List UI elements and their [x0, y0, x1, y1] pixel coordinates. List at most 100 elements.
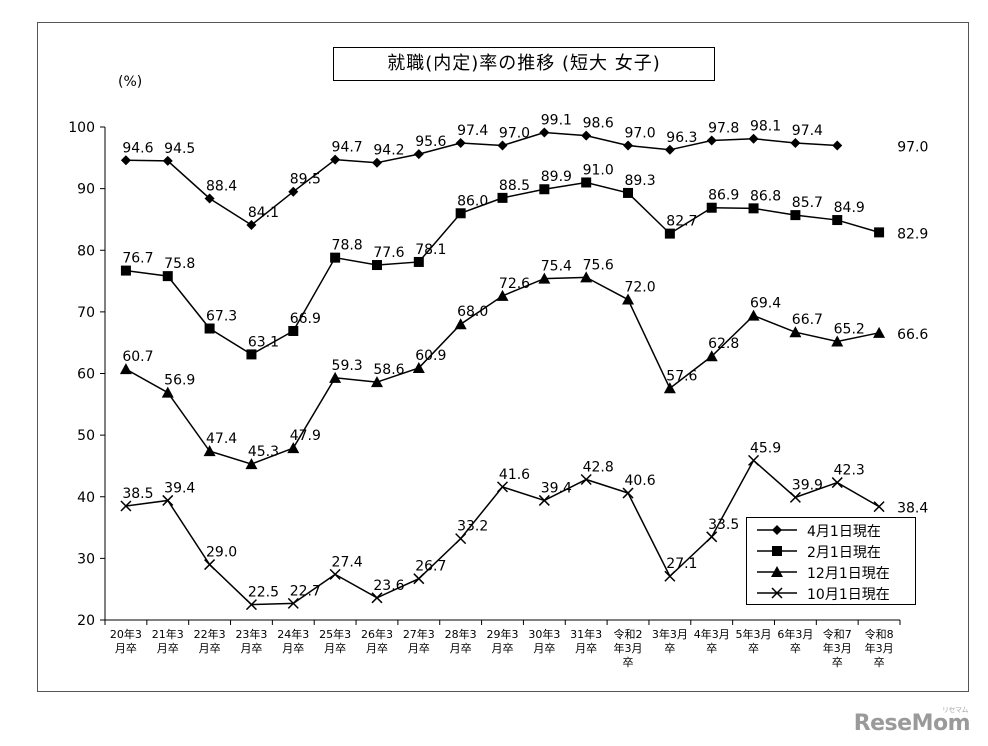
data-point-diamond [539, 127, 550, 138]
data-point-x [329, 568, 341, 580]
data-point-x [162, 494, 174, 506]
data-point-triangle [747, 309, 760, 321]
x-tick-label: 21年3 月卒 [152, 627, 184, 655]
data-label: 60.7 [122, 349, 153, 365]
data-point-diamond [581, 130, 592, 141]
data-point-square [539, 184, 550, 195]
data-point-x [706, 531, 718, 543]
data-label: 39.4 [541, 480, 572, 496]
data-point-x [580, 473, 592, 486]
data-point-square [874, 227, 885, 238]
data-label: 65.2 [834, 321, 865, 337]
x-tick-label: 31年3 月卒 [570, 627, 602, 655]
data-point-square [706, 202, 717, 213]
legend-label: 2月1日現在 [807, 545, 881, 561]
x-tick-label: 令和7 年3月卒 [823, 627, 852, 669]
legend-label: 10月1日現在 [807, 587, 890, 603]
data-label: 89.5 [290, 172, 321, 188]
chart-title: 就職(内定)率の推移 (短大 女子) [333, 47, 715, 81]
data-label: 40.6 [624, 473, 655, 489]
data-label: 94.7 [332, 140, 363, 156]
data-point-triangle [161, 386, 174, 398]
data-label: 26.7 [415, 559, 446, 575]
data-label: 66.6 [897, 327, 928, 343]
data-label: 60.9 [415, 348, 446, 364]
data-label: 58.6 [373, 362, 404, 378]
legend-label: 4月1日現在 [807, 524, 881, 540]
data-point-diamond [497, 140, 508, 151]
data-label: 42.3 [834, 463, 865, 479]
y-tick-label: 100 [68, 120, 95, 136]
data-point-square [581, 177, 592, 188]
data-point-x [664, 570, 676, 582]
data-label: 98.6 [583, 116, 614, 132]
data-point-diamond [330, 154, 341, 165]
data-point-square [497, 192, 508, 203]
x-tick-label: 27年3 月卒 [403, 627, 435, 655]
data-label: 84.9 [834, 200, 865, 216]
data-point-triangle [287, 442, 300, 454]
x-tick-label: 23年3 月卒 [235, 627, 267, 655]
y-tick-label: 80 [77, 243, 95, 259]
x-tick-label: 6年3月卒 [777, 627, 813, 655]
data-label: 39.4 [164, 480, 195, 496]
data-label: 27.1 [666, 556, 697, 572]
data-label: 82.7 [666, 214, 697, 230]
data-label: 22.7 [290, 583, 321, 599]
data-point-x [371, 592, 383, 604]
data-point-x [455, 533, 467, 545]
data-point-square [455, 208, 466, 219]
data-point-x [245, 599, 257, 611]
data-point-triangle [370, 376, 383, 388]
data-label: 69.4 [750, 296, 781, 312]
data-label: 45.3 [248, 444, 279, 460]
data-point-x [496, 481, 509, 493]
data-point-square [288, 325, 299, 336]
data-label: 97.0 [624, 125, 655, 141]
data-label: 41.6 [499, 467, 530, 483]
data-point-x [873, 501, 885, 513]
data-point-diamond [120, 155, 131, 166]
data-label: 78.8 [332, 238, 363, 254]
x-tick-label: 28年3 月卒 [445, 627, 477, 655]
data-label: 68.0 [457, 304, 488, 320]
data-label: 91.0 [583, 162, 614, 178]
data-label: 72.0 [624, 280, 655, 296]
data-label: 27.4 [332, 554, 363, 570]
x-tick-label: 5年3月卒 [736, 627, 772, 655]
y-tick-label: 50 [77, 428, 95, 444]
y-tick-label: 70 [77, 305, 95, 321]
data-label: 62.8 [708, 336, 739, 352]
data-label: 75.4 [541, 259, 572, 275]
data-label: 86.0 [457, 193, 488, 209]
data-label: 23.6 [373, 578, 404, 594]
data-point-diamond [706, 135, 717, 146]
data-label: 33.5 [708, 517, 739, 533]
data-point-diamond [413, 149, 424, 160]
data-point-x [622, 487, 634, 499]
data-point-diamond [455, 138, 466, 149]
data-point-square [623, 187, 634, 198]
data-point-square [790, 210, 801, 221]
legend-item: 12月1日現在 [747, 562, 915, 582]
data-point-triangle [412, 361, 425, 373]
data-point-x [789, 491, 801, 503]
data-label: 42.8 [583, 459, 614, 475]
data-label: 47.9 [290, 428, 321, 444]
data-point-square [330, 252, 341, 263]
series-diamond: 94.6 94.5 88.4 84.1 89.5 94.7 94.2 95.6 97.4 97.0… [120, 113, 928, 230]
legend-marker-x [757, 587, 797, 599]
data-point-diamond [162, 155, 173, 166]
data-label: 66.7 [792, 312, 823, 328]
y-tick-label: 60 [77, 367, 95, 383]
y-tick-label: 20 [77, 613, 95, 629]
data-point-x [287, 597, 299, 609]
data-point-triangle [245, 458, 258, 470]
data-point-diamond [246, 219, 257, 230]
series-x: 38.5 39.4 29.0 22.5 22.7 27.4 23.6 26.7 33.2 41.6… [120, 440, 928, 611]
data-label: 72.6 [499, 276, 530, 292]
watermark-subtext: リセマム [942, 706, 969, 714]
data-label: 97.4 [792, 123, 823, 139]
data-point-triangle [329, 371, 342, 383]
